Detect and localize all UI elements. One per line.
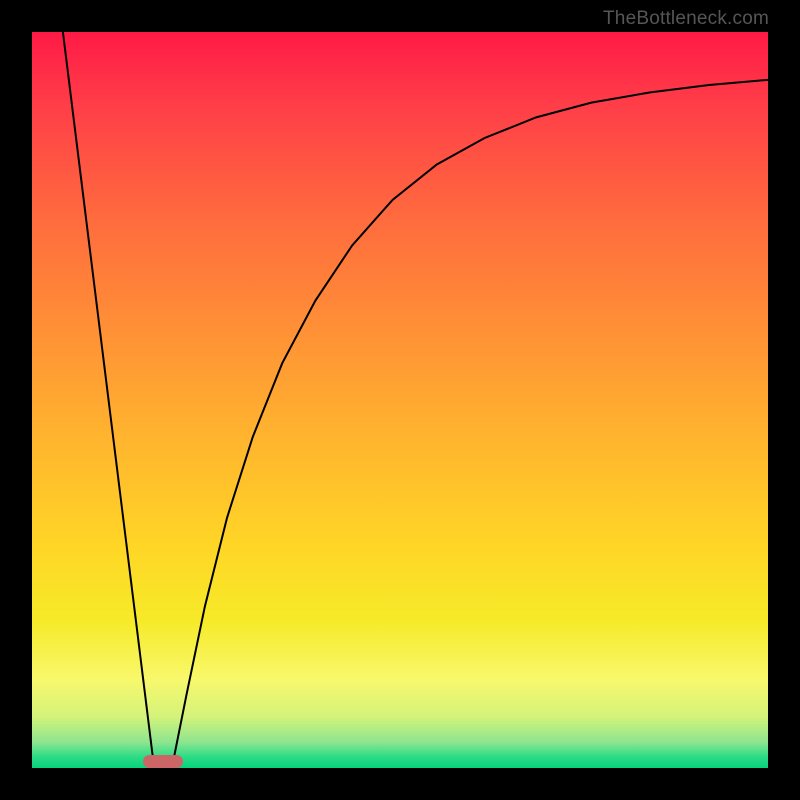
plot-area [32,32,768,768]
right-saturation-curve [172,80,768,768]
left-descent-line [63,32,154,768]
watermark-text: TheBottleneck.com [603,8,769,30]
minimum-marker [143,755,183,768]
chart-container: TheBottleneck.com [0,0,800,800]
curve-layer [32,32,768,768]
